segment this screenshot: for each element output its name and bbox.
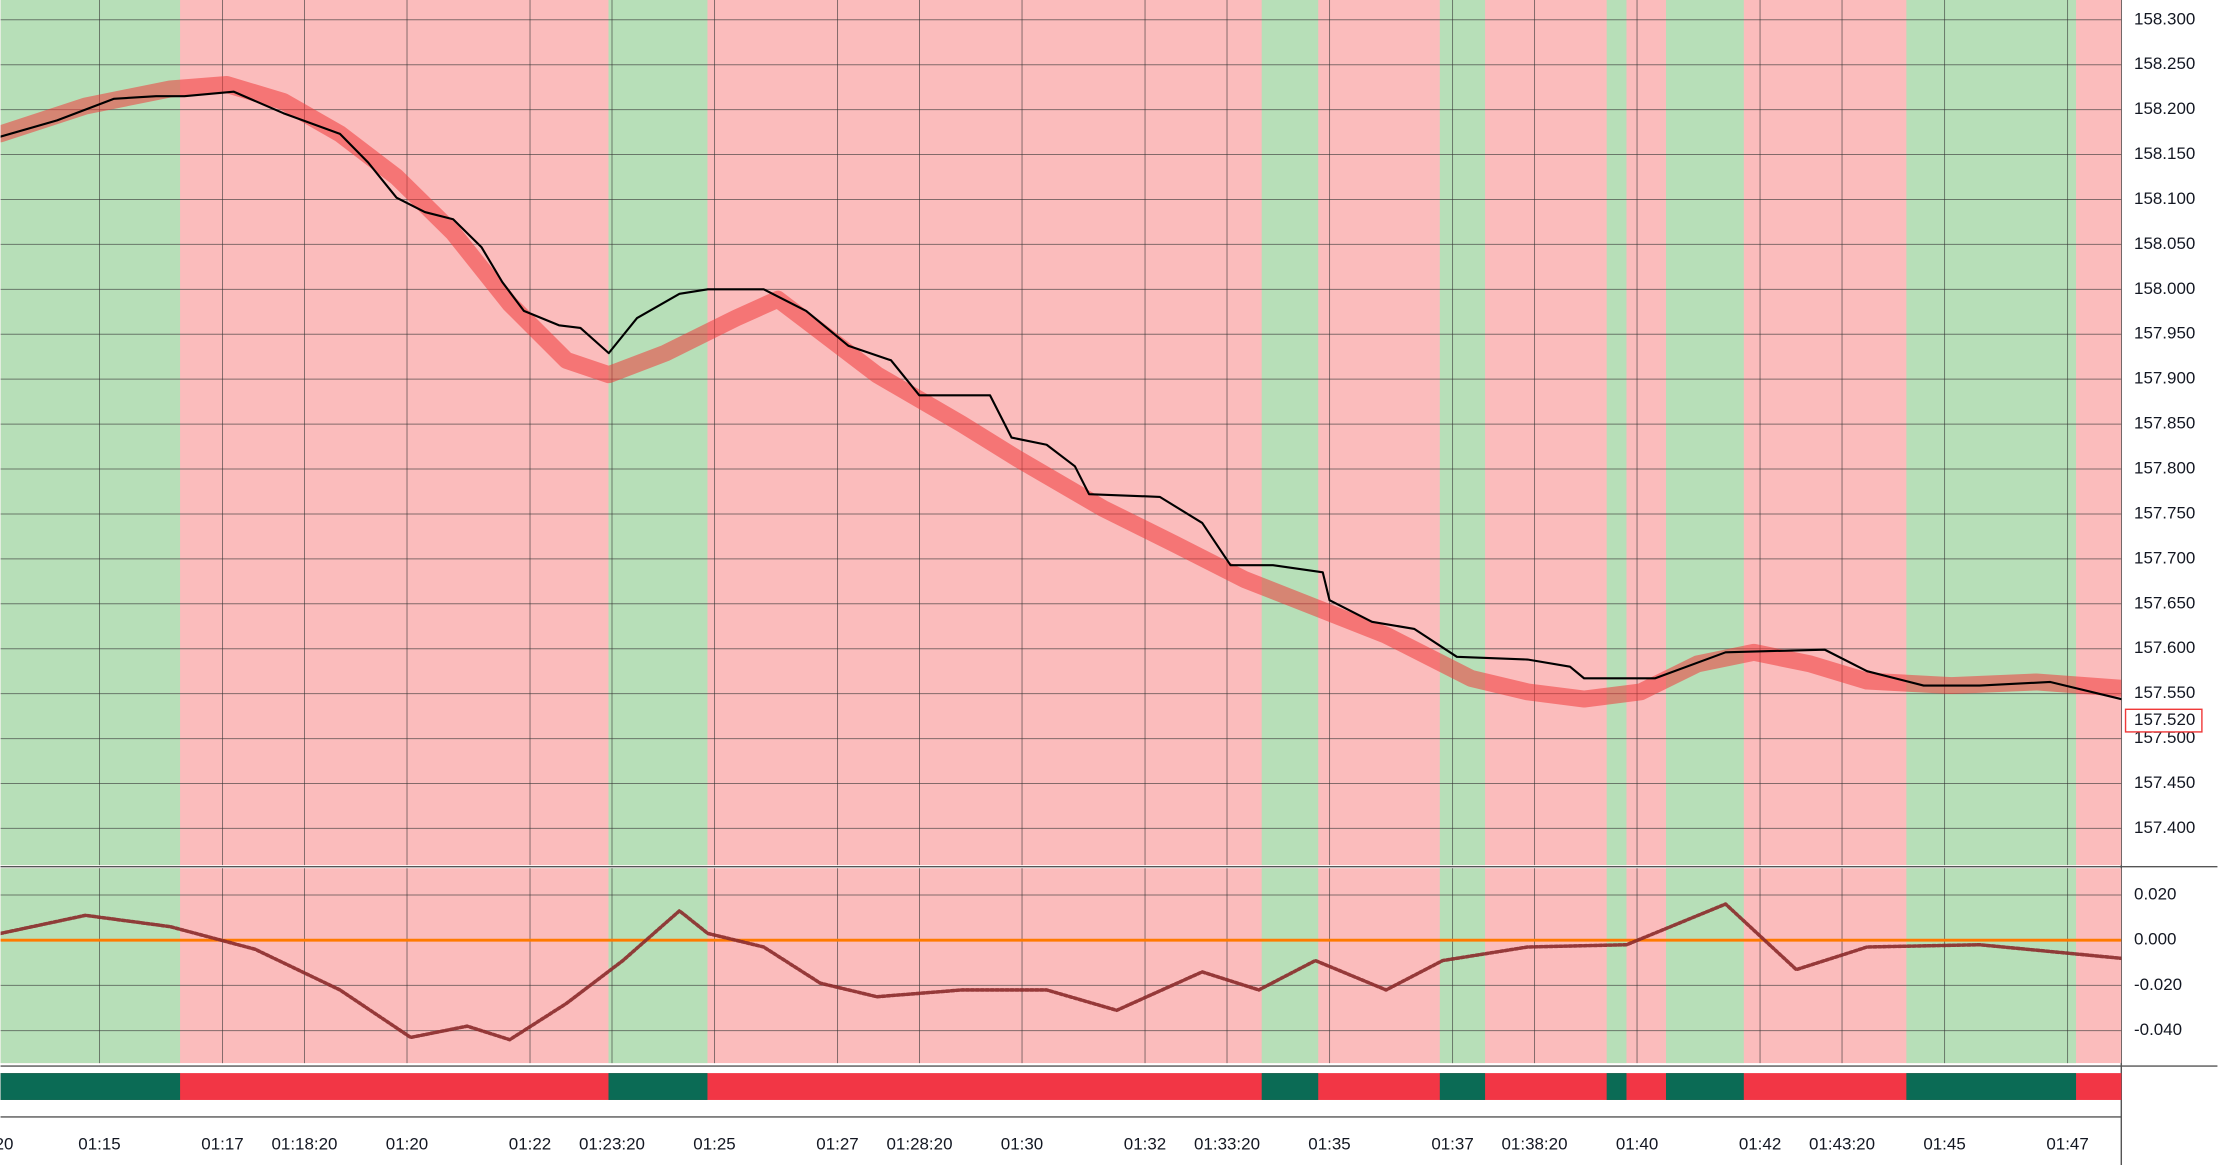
y-tick-label: 157.600: [2134, 638, 2195, 657]
last-price-box: [2124, 708, 2203, 733]
y-tick-label: 158.050: [2134, 234, 2195, 253]
x-tick-label: 01:23:20: [579, 1135, 645, 1154]
line-series: [0, 75, 2122, 708]
regime-band: [1906, 0, 2077, 866]
regime-band: [0, 0, 181, 866]
panel: [0, 0, 2122, 866]
x-tick-label: 01:25: [693, 1135, 735, 1154]
y-tick-label: 158.250: [2134, 54, 2195, 73]
y-tick-label: 158.200: [2134, 99, 2195, 118]
x-tick-label: 01:27: [816, 1135, 858, 1154]
regime-band: [1606, 0, 1627, 866]
y-tick-label: 0.000: [2134, 930, 2176, 949]
y-tick-label: 157.500: [2134, 728, 2195, 747]
panel: [0, 868, 2122, 1064]
strip-segment: [608, 1073, 708, 1100]
x-tick-label: 01:43:20: [1809, 1135, 1875, 1154]
x-tick-label: 01:33:20: [1194, 1135, 1260, 1154]
y-tick-label: 157.400: [2134, 818, 2195, 837]
x-tick-label: 01:42: [1739, 1135, 1781, 1154]
regime-band: [1666, 868, 1744, 1064]
y-tick-label: 158.100: [2134, 189, 2195, 208]
y-tick-label: 157.950: [2134, 324, 2195, 343]
regime-band: [1439, 868, 1486, 1064]
y-tick-label: -0.020: [2134, 975, 2182, 994]
regime-band: [1439, 0, 1486, 866]
y-tick-label: 157.550: [2134, 683, 2195, 702]
strip-segment: [0, 1073, 181, 1100]
last-price-label: 157.520: [2134, 710, 2195, 729]
y-tick-label: 157.900: [2134, 369, 2195, 388]
strip-segment: [1606, 1073, 1627, 1100]
y-tick-label: 158.150: [2134, 144, 2195, 163]
strip-background: [0, 1073, 2122, 1100]
x-tick-label: 01:37: [1431, 1135, 1473, 1154]
line-series: [0, 90, 2122, 701]
x-tick-label: 01:22: [509, 1135, 551, 1154]
y-tick-label: 157.450: [2134, 773, 2195, 792]
regime-band: [1261, 0, 1319, 866]
status-strip: [0, 1073, 2122, 1100]
y-tick-label: 158.300: [2134, 9, 2195, 28]
x-tick-label: 01:15: [78, 1135, 120, 1154]
x-tick-label: 01:28:20: [887, 1135, 953, 1154]
x-tick-label: 01:38:20: [1502, 1135, 1568, 1154]
x-tick-label: 01:17: [201, 1135, 243, 1154]
strip-segment: [1906, 1073, 2077, 1100]
y-tick-label: 157.750: [2134, 503, 2195, 522]
regime-band: [608, 868, 708, 1064]
regime-band: [0, 868, 181, 1064]
line-series: [0, 902, 2122, 1042]
y-tick-label: 157.700: [2134, 548, 2195, 567]
y-tick-label: 157.850: [2134, 414, 2195, 433]
strip-segment: [1261, 1073, 1319, 1100]
strip-segment: [1666, 1073, 1744, 1100]
regime-band: [608, 0, 708, 866]
strip-segment: [1439, 1073, 1486, 1100]
y-tick-label: -0.040: [2134, 1020, 2182, 1039]
x-tick-label: 3:20: [0, 1135, 13, 1154]
y-tick-label: 0.020: [2134, 884, 2176, 903]
regime-band: [1606, 868, 1627, 1064]
y-tick-label: 157.800: [2134, 459, 2195, 478]
x-tick-label: 01:32: [1124, 1135, 1166, 1154]
y-tick-label: 157.650: [2134, 593, 2195, 612]
x-tick-label: 01:18:20: [271, 1135, 337, 1154]
regime-band: [1906, 868, 2077, 1064]
x-tick-label: 01:47: [2046, 1135, 2088, 1154]
x-tick-label: 01:45: [1923, 1135, 1965, 1154]
x-tick-label: 01:20: [386, 1135, 428, 1154]
regime-band: [1261, 868, 1319, 1064]
regime-band: [1666, 0, 1744, 866]
x-tick-label: 01:35: [1308, 1135, 1350, 1154]
x-tick-label: 01:30: [1001, 1135, 1043, 1154]
x-tick-label: 01:40: [1616, 1135, 1658, 1154]
y-tick-label: 158.000: [2134, 279, 2195, 298]
